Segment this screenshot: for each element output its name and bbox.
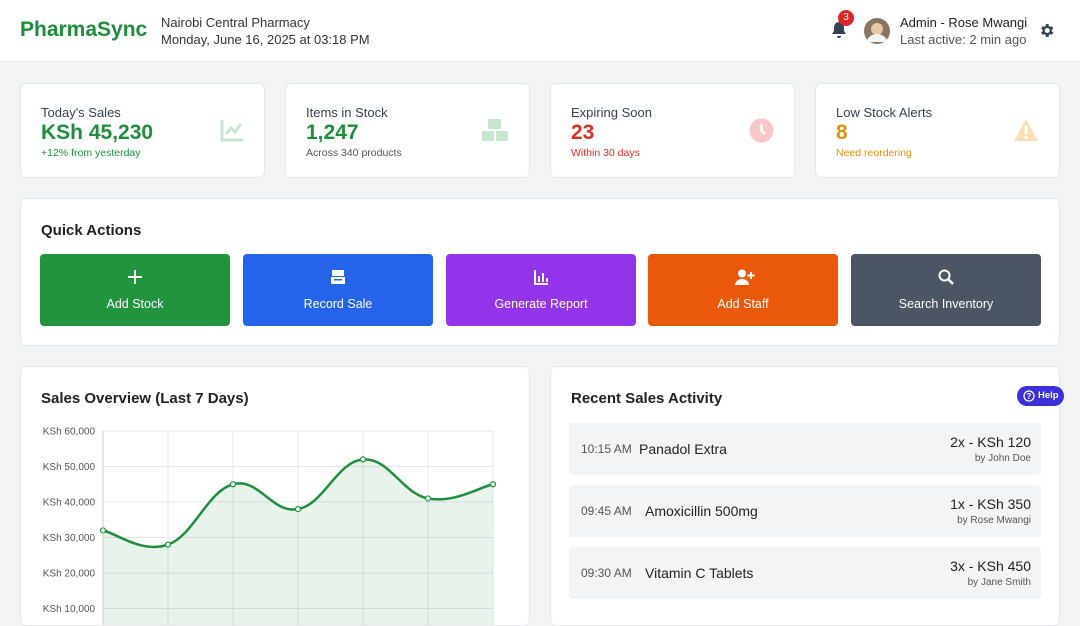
sale-time: 10:15 AM xyxy=(581,442,632,456)
top-bar: PharmaSync Nairobi Central Pharmacy Mond… xyxy=(0,0,1080,62)
recent-sales-card: Recent Sales Activity 10:15 AM Panadol Ex… xyxy=(550,366,1060,626)
y-tick-label: KSh 10,000 xyxy=(43,604,96,615)
warning-icon xyxy=(1014,119,1038,141)
stat-value: KSh 45,230 xyxy=(41,121,154,144)
add-user-icon xyxy=(735,269,755,285)
stat-note: Within 30 days xyxy=(571,147,640,159)
stat-value: 8 xyxy=(836,121,848,144)
chart-icon xyxy=(220,120,243,142)
sale-amount: 3x - KSh 450 xyxy=(950,558,1031,574)
brand[interactable]: PharmaSync xyxy=(20,18,148,41)
help-label: Help xyxy=(1038,390,1059,401)
action-button[interactable]: Record Sale xyxy=(243,254,433,326)
stat-label: Low Stock Alerts xyxy=(836,105,933,120)
stat-label: Expiring Soon xyxy=(571,105,652,120)
sale-by: by John Doe xyxy=(974,453,1031,464)
action-button[interactable]: Add Stock xyxy=(40,254,230,326)
svg-text:?: ? xyxy=(1027,392,1032,401)
stat-value: 1,247 xyxy=(306,121,359,144)
point xyxy=(229,481,237,488)
area xyxy=(103,459,493,625)
stat-note: +12% from yesterday xyxy=(41,147,141,159)
quick-actions: Quick Actions Add Stock Record Sale Gene… xyxy=(20,198,1060,346)
avatar[interactable] xyxy=(864,18,890,44)
datetime: Monday, June 16, 2025 at 03:18 PM xyxy=(161,32,370,47)
stat-card: Today's Sales KSh 45,230 +12% from yeste… xyxy=(20,83,265,178)
y-tick-label: KSh 30,000 xyxy=(43,533,96,544)
stat-note: Need reordering xyxy=(836,147,912,159)
sale-product: Amoxicillin 500mg xyxy=(645,503,758,519)
chart-title: Sales Overview (Last 7 Days) xyxy=(41,390,249,407)
action-button[interactable]: Generate Report xyxy=(446,254,636,326)
search-icon xyxy=(938,269,954,285)
y-tick-label: KSh 40,000 xyxy=(43,498,96,509)
stat-label: Today's Sales xyxy=(41,105,121,120)
point xyxy=(359,456,367,463)
point xyxy=(489,481,497,488)
y-tick-label: KSh 20,000 xyxy=(43,569,96,580)
action-button[interactable]: Add Staff xyxy=(648,254,838,326)
chart: KSh 10,000 KSh 20,000 KSh 30,000 KSh 40,000… xyxy=(43,427,497,625)
stat-label: Items in Stock xyxy=(306,105,388,120)
section-title: Recent Sales Activity xyxy=(571,390,723,407)
stat-card: Items in Stock 1,247 Across 340 products xyxy=(285,83,530,178)
sale-by: by Rose Mwangi xyxy=(957,515,1031,526)
point xyxy=(424,495,432,502)
section-title: Quick Actions xyxy=(41,222,142,239)
sale-row[interactable]: 10:15 AM Panadol Extra 2x - KSh 120 by John… xyxy=(569,423,1041,475)
sale-product: Vitamin C Tablets xyxy=(645,565,754,581)
user-name: Admin - Rose Mwangi xyxy=(900,15,1028,30)
sale-time: 09:45 AM xyxy=(581,504,632,518)
help-icon: ? xyxy=(1023,390,1035,402)
button-label: Generate Report xyxy=(494,297,588,311)
sale-row[interactable]: 09:45 AM Amoxicillin 500mg 1x - KSh 350 by … xyxy=(569,485,1041,537)
plus-icon xyxy=(128,270,142,284)
sale-amount: 2x - KSh 120 xyxy=(950,434,1031,450)
point xyxy=(164,541,172,548)
report-icon xyxy=(534,270,548,285)
button-label: Search Inventory xyxy=(898,297,994,311)
user-status: Last active: 2 min ago xyxy=(900,32,1027,47)
notification-bell[interactable] xyxy=(829,20,849,40)
stat-card: Low Stock Alerts 8 Need reordering xyxy=(815,83,1060,178)
clock-icon xyxy=(749,118,774,143)
stat-card: Expiring Soon 23 Within 30 days xyxy=(550,83,795,178)
register-icon xyxy=(331,270,345,284)
button-label: Add Staff xyxy=(717,297,769,311)
point xyxy=(294,506,302,513)
location: Nairobi Central Pharmacy xyxy=(161,15,310,30)
stat-note: Across 340 products xyxy=(306,147,402,159)
sale-row[interactable]: 09:30 AM Vitamin C Tablets 3x - KSh 450 by … xyxy=(569,547,1041,599)
button-label: Record Sale xyxy=(303,297,373,311)
sale-time: 09:30 AM xyxy=(581,566,632,580)
y-tick-label: KSh 50,000 xyxy=(43,462,96,473)
sale-product: Panadol Extra xyxy=(639,441,727,457)
boxes-icon xyxy=(482,119,508,141)
y-tick-label: KSh 60,000 xyxy=(43,427,96,438)
notification-badge: 3 xyxy=(838,10,854,26)
button-label: Add Stock xyxy=(106,297,164,311)
stat-value: 23 xyxy=(571,121,595,144)
help-button[interactable]: ? Help xyxy=(1017,386,1064,406)
sale-amount: 1x - KSh 350 xyxy=(950,496,1031,512)
action-button[interactable]: Search Inventory xyxy=(851,254,1041,326)
sale-by: by Jane Smith xyxy=(967,577,1031,588)
settings-icon[interactable] xyxy=(1038,22,1055,39)
sales-chart-card: Sales Overview (Last 7 Days) KSh 10,000 K… xyxy=(20,366,530,626)
